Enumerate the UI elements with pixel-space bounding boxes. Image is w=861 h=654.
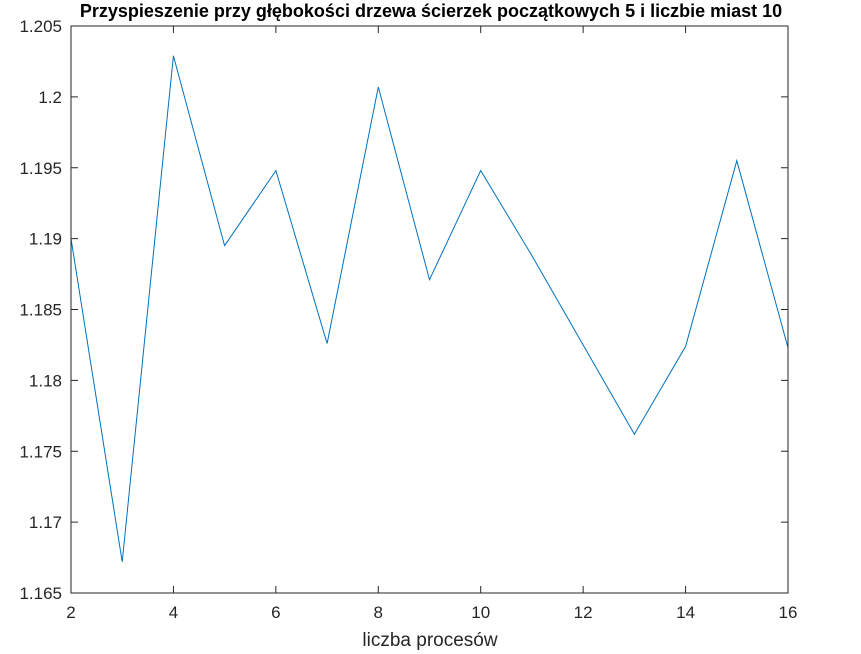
series-line — [70, 55, 789, 562]
x-tick-label: 8 — [374, 603, 383, 622]
y-tick-label: 1.2 — [38, 88, 62, 107]
y-tick-label: 1.205 — [19, 17, 62, 36]
x-tick-labels: 2 4 6 8 10 12 14 16 — [66, 603, 797, 622]
x-tick-label: 6 — [271, 603, 280, 622]
x-tick-label: 4 — [169, 603, 178, 622]
y-tick-label: 1.18 — [29, 371, 62, 390]
y-tick-label: 1.175 — [19, 442, 62, 461]
y-tick-labels: 1.165 1.17 1.175 1.18 1.185 1.19 1.195 1.2 1.205 — [19, 17, 62, 603]
x-tick-label: 12 — [574, 603, 593, 622]
x-tick-label: 10 — [471, 603, 490, 622]
x-tick-label: 16 — [779, 603, 798, 622]
chart-title: Przyspieszenie przy głębokości drzewa śc… — [80, 1, 782, 21]
y-tick-label: 1.185 — [19, 301, 62, 320]
y-tick-label: 1.17 — [29, 513, 62, 532]
x-axis-label: liczba procesów — [362, 630, 497, 651]
x-tick-label: 2 — [66, 603, 75, 622]
y-tick-label: 1.165 — [19, 584, 62, 603]
axis-ticks — [70, 25, 789, 594]
x-tick-label: 14 — [676, 603, 695, 622]
y-tick-label: 1.195 — [19, 159, 62, 178]
plot-area — [70, 55, 789, 562]
y-tick-label: 1.19 — [29, 230, 62, 249]
axes-box — [70, 25, 789, 594]
